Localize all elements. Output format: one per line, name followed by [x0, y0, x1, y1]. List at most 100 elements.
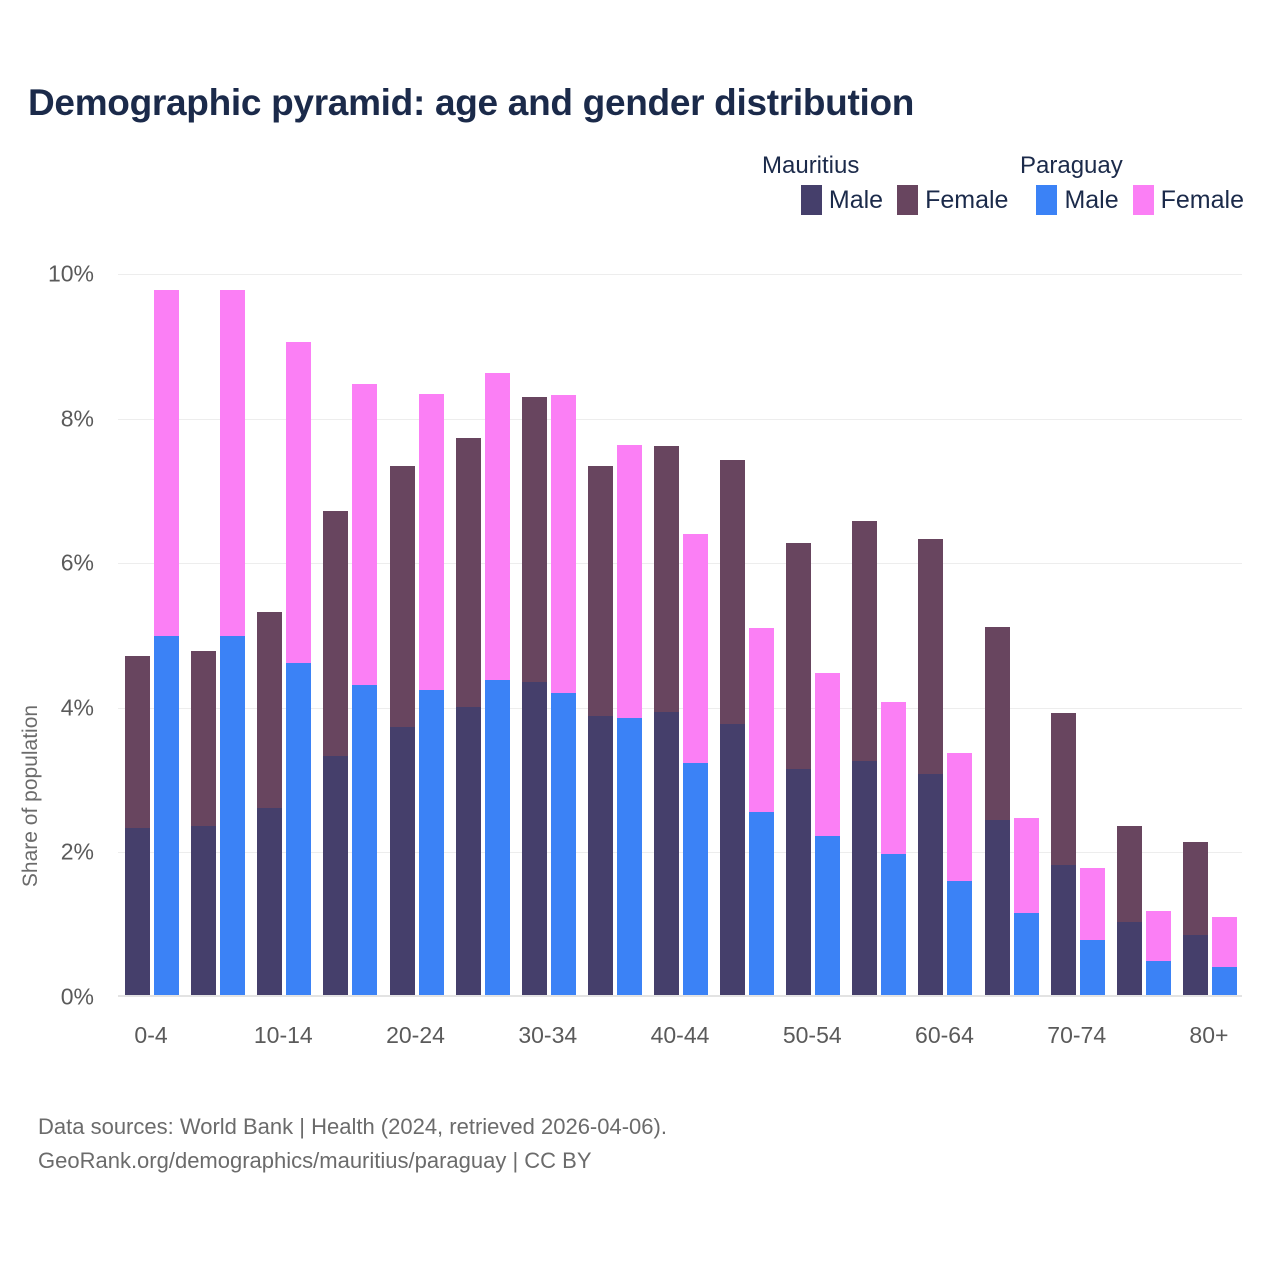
- legend-item-paraguay-male[interactable]: Male: [1036, 185, 1119, 215]
- bar-mauritius[interactable]: [1116, 826, 1142, 997]
- bar-mauritius[interactable]: [786, 542, 812, 997]
- bar-segment-mauritius-female[interactable]: [257, 611, 283, 808]
- bar-segment-mauritius-female[interactable]: [125, 656, 151, 828]
- bar-segment-mauritius-male[interactable]: [257, 807, 283, 997]
- bar-segment-paraguay-female[interactable]: [683, 533, 708, 763]
- bar-mauritius[interactable]: [1050, 712, 1076, 997]
- bar-mauritius[interactable]: [654, 446, 679, 997]
- bar-segment-paraguay-male[interactable]: [550, 692, 576, 997]
- bar-paraguay[interactable]: [683, 533, 708, 997]
- bar-segment-paraguay-female[interactable]: [352, 383, 378, 686]
- bar-segment-mauritius-male[interactable]: [1116, 921, 1142, 997]
- bar-paraguay[interactable]: [1079, 868, 1105, 997]
- bar-segment-mauritius-male[interactable]: [455, 707, 481, 997]
- bar-paraguay[interactable]: [484, 373, 510, 997]
- bar-segment-paraguay-male[interactable]: [1211, 967, 1237, 997]
- bar-segment-paraguay-male[interactable]: [418, 689, 444, 997]
- bar-segment-paraguay-male[interactable]: [749, 811, 775, 997]
- bar-segment-paraguay-male[interactable]: [154, 636, 180, 997]
- bar-segment-mauritius-male[interactable]: [389, 726, 415, 997]
- bar-segment-mauritius-female[interactable]: [1116, 826, 1142, 922]
- bar-mauritius[interactable]: [257, 611, 283, 997]
- bar-segment-paraguay-female[interactable]: [947, 752, 973, 881]
- bar-segment-paraguay-male[interactable]: [1145, 960, 1171, 997]
- bar-segment-paraguay-female[interactable]: [286, 341, 312, 663]
- bar-mauritius[interactable]: [323, 511, 349, 997]
- bar-segment-paraguay-male[interactable]: [815, 835, 841, 997]
- bar-segment-mauritius-female[interactable]: [1050, 712, 1076, 866]
- bar-mauritius[interactable]: [984, 626, 1010, 997]
- bar-segment-paraguay-female[interactable]: [418, 394, 444, 690]
- bar-segment-mauritius-male[interactable]: [191, 826, 217, 997]
- legend-item-mauritius-male[interactable]: Male: [800, 185, 883, 215]
- bar-mauritius[interactable]: [1182, 841, 1208, 997]
- bar-segment-paraguay-male[interactable]: [286, 662, 312, 997]
- bar-mauritius[interactable]: [191, 651, 217, 997]
- bar-segment-mauritius-female[interactable]: [191, 651, 217, 827]
- bar-segment-paraguay-male[interactable]: [220, 636, 246, 997]
- bar-segment-mauritius-male[interactable]: [1050, 865, 1076, 997]
- bar-segment-mauritius-male[interactable]: [323, 756, 349, 997]
- bar-segment-mauritius-male[interactable]: [918, 774, 944, 997]
- bar-paraguay[interactable]: [154, 289, 180, 997]
- bar-paraguay[interactable]: [352, 383, 378, 997]
- bar-segment-mauritius-male[interactable]: [852, 760, 878, 997]
- bar-segment-paraguay-male[interactable]: [683, 762, 708, 997]
- bar-segment-mauritius-female[interactable]: [587, 465, 613, 717]
- legend-item-paraguay-female[interactable]: Female: [1132, 185, 1244, 215]
- bar-mauritius[interactable]: [720, 459, 746, 997]
- bar-segment-paraguay-female[interactable]: [881, 702, 907, 854]
- bar-segment-mauritius-male[interactable]: [521, 681, 547, 997]
- bar-segment-paraguay-female[interactable]: [1079, 868, 1105, 940]
- bar-segment-paraguay-male[interactable]: [881, 853, 907, 997]
- bar-paraguay[interactable]: [1211, 917, 1237, 997]
- bar-segment-paraguay-female[interactable]: [550, 395, 576, 693]
- bar-paraguay[interactable]: [616, 444, 642, 997]
- bar-segment-paraguay-female[interactable]: [1145, 910, 1171, 961]
- bar-mauritius[interactable]: [918, 539, 944, 997]
- bar-mauritius[interactable]: [125, 656, 151, 997]
- bar-segment-mauritius-female[interactable]: [786, 542, 812, 769]
- bar-paraguay[interactable]: [947, 752, 973, 997]
- bar-paraguay[interactable]: [881, 702, 907, 997]
- bar-segment-mauritius-male[interactable]: [125, 827, 151, 997]
- bar-segment-paraguay-female[interactable]: [1013, 817, 1039, 914]
- bar-paraguay[interactable]: [749, 628, 775, 997]
- legend-item-mauritius-female[interactable]: Female: [897, 185, 1008, 215]
- bar-segment-paraguay-male[interactable]: [484, 680, 510, 997]
- bar-segment-paraguay-female[interactable]: [1211, 917, 1237, 968]
- bar-segment-paraguay-male[interactable]: [616, 717, 642, 997]
- bar-segment-mauritius-female[interactable]: [1182, 841, 1208, 935]
- bar-segment-mauritius-female[interactable]: [720, 459, 746, 725]
- bar-segment-paraguay-female[interactable]: [815, 673, 841, 836]
- bar-mauritius[interactable]: [852, 521, 878, 997]
- bar-segment-mauritius-female[interactable]: [852, 521, 878, 761]
- bar-segment-mauritius-female[interactable]: [455, 438, 481, 708]
- bar-segment-paraguay-female[interactable]: [616, 444, 642, 718]
- bar-segment-mauritius-female[interactable]: [918, 539, 944, 775]
- bar-segment-mauritius-male[interactable]: [654, 712, 679, 997]
- bar-segment-paraguay-female[interactable]: [154, 289, 180, 637]
- bar-segment-mauritius-female[interactable]: [521, 396, 547, 682]
- bar-paraguay[interactable]: [286, 341, 312, 997]
- bar-segment-mauritius-female[interactable]: [389, 465, 415, 727]
- bar-segment-mauritius-female[interactable]: [323, 511, 349, 757]
- bar-segment-mauritius-male[interactable]: [786, 768, 812, 997]
- bar-segment-mauritius-male[interactable]: [587, 716, 613, 997]
- bar-paraguay[interactable]: [550, 395, 576, 997]
- bar-mauritius[interactable]: [389, 465, 415, 997]
- bar-segment-paraguay-female[interactable]: [484, 373, 510, 681]
- bar-segment-mauritius-female[interactable]: [984, 626, 1010, 820]
- bar-mauritius[interactable]: [587, 465, 613, 997]
- bar-segment-mauritius-male[interactable]: [720, 724, 746, 997]
- bar-paraguay[interactable]: [1145, 910, 1171, 997]
- bar-segment-paraguay-male[interactable]: [947, 880, 973, 997]
- bar-segment-mauritius-male[interactable]: [984, 819, 1010, 997]
- bar-paraguay[interactable]: [220, 289, 246, 997]
- bar-segment-paraguay-male[interactable]: [1079, 939, 1105, 997]
- bar-segment-paraguay-female[interactable]: [749, 628, 775, 812]
- bar-paraguay[interactable]: [1013, 817, 1039, 997]
- bar-segment-mauritius-female[interactable]: [654, 446, 679, 713]
- bar-mauritius[interactable]: [521, 396, 547, 997]
- bar-segment-paraguay-male[interactable]: [1013, 913, 1039, 997]
